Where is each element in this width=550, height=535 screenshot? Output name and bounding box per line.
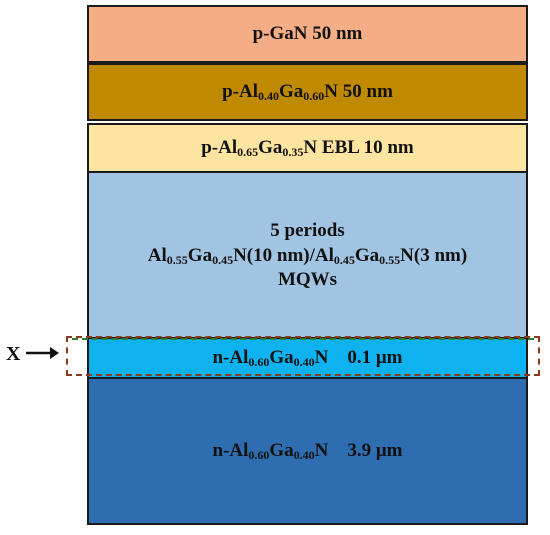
layer-p-algan: p-Al0.40Ga0.60N 50 nm [87, 63, 528, 121]
layer-label-line: 5 periods [270, 220, 344, 243]
layer-subscript: 0.55 [379, 252, 401, 267]
layer-subscript: 0.60 [248, 354, 270, 369]
layer-text-segment: p-GaN 50 nm [252, 22, 363, 44]
layer-text-segment: N(3 nm) [400, 244, 468, 266]
layer-subscript: 0.35 [282, 144, 304, 159]
layer-text-segment: MQWs [277, 269, 338, 291]
layer-text-segment: Ga [258, 136, 283, 158]
layer-p-algan-ebl: p-Al0.65Ga0.35N EBL 10 nm [87, 123, 528, 173]
layer-subscript: 0.60 [248, 447, 270, 462]
layer-label: p-Al0.65Ga0.35N EBL 10 nm [201, 137, 414, 160]
layer-label: p-Al0.40Ga0.60N 50 nm [222, 81, 393, 104]
layer-n-algan-thin: n-Al0.60Ga0.40N 0.1 μm [87, 337, 528, 379]
layer-label: 5 periods Al0.55Ga0.45N(10 nm)/Al0.45Ga0.… [148, 220, 467, 292]
layer-text-segment: Ga [187, 244, 213, 266]
layer-label: p-GaN 50 nm [253, 23, 363, 46]
layer-text-segment: n-Al [212, 346, 249, 368]
layer-label-line: Al0.55Ga0.45N(10 nm)/Al0.45Ga0.55N(3 nm) [148, 245, 467, 268]
layer-text-segment: N EBL 10 nm [303, 136, 414, 158]
layer-text-segment: p-Al [222, 80, 258, 102]
layer-text-segment: Ga [354, 244, 380, 266]
layer-text-segment: Ga [269, 439, 294, 461]
layer-subscript: 0.40 [293, 447, 315, 462]
layer-p-gan: p-GaN 50 nm [87, 5, 528, 63]
layer-n-algan-thick: n-Al0.60Ga0.40N 3.9 μm [87, 377, 528, 525]
marker-label: X [6, 343, 21, 365]
layer-text-segment: Ga [269, 346, 294, 368]
layer-label: n-Al0.60Ga0.40N 3.9 μm [212, 440, 402, 463]
layer-mqws: 5 periods Al0.55Ga0.45N(10 nm)/Al0.45Ga0.… [87, 171, 528, 341]
layer-subscript: 0.60 [303, 88, 325, 103]
layer-stack: p-GaN 50 nm p-Al0.40Ga0.60N 50 nm p-Al0.… [87, 5, 528, 525]
layer-label-line: MQWs [278, 269, 337, 292]
layer-text-segment: N 3.9 μm [314, 439, 403, 461]
layer-subscript: 0.45 [212, 252, 234, 267]
layer-text-segment: Ga [279, 80, 304, 102]
layer-text-segment: p-Al [201, 136, 238, 158]
layer-subscript: 0.45 [333, 252, 355, 267]
layer-text-segment: Al [147, 244, 167, 266]
right-arrow-icon [26, 347, 59, 359]
layer-text-segment: n-Al [212, 439, 249, 461]
layer-text-segment: 5 periods [270, 219, 345, 241]
layer-subscript: 0.55 [166, 252, 188, 267]
layer-subscript: 0.40 [258, 88, 279, 103]
layer-subscript: 0.65 [237, 144, 259, 159]
layer-label: n-Al0.60Ga0.40N 0.1 μm [212, 347, 402, 370]
layer-text-segment: N 0.1 μm [314, 346, 403, 368]
layer-subscript: 0.40 [293, 354, 315, 369]
layer-text-segment: N 50 nm [324, 80, 393, 102]
layer-text-segment: N(10 nm)/Al [233, 244, 334, 266]
